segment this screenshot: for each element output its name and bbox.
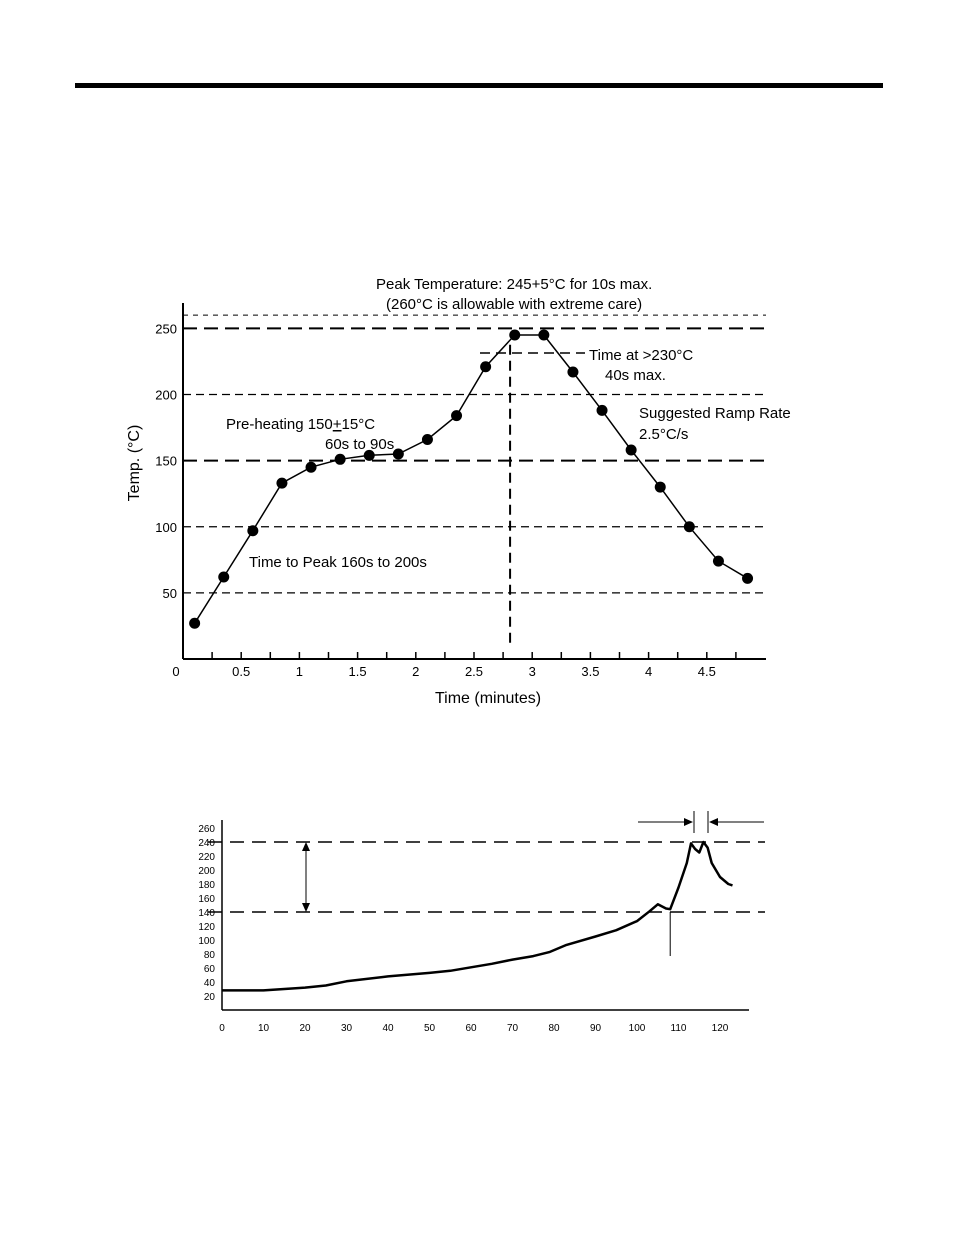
x-tick-110: 110 <box>671 1023 687 1034</box>
chart-axes-2 <box>221 820 749 1011</box>
data-point <box>480 361 492 373</box>
x-tick-0.5: 0.5 <box>232 664 250 679</box>
y-tick-140: 140 <box>198 908 215 919</box>
x-tick-30: 30 <box>341 1023 353 1034</box>
data-point <box>189 617 201 629</box>
data-point <box>218 571 230 583</box>
reflow-profile-chart: 50 100 150 200 250 0 0.5 1 1.5 2 2.5 3 3.5 4 4.5 Time … <box>126 276 791 707</box>
data-point <box>334 453 346 465</box>
x-tick-50: 50 <box>424 1023 436 1034</box>
y-tick-180: 180 <box>198 880 215 891</box>
x-tick-80: 80 <box>548 1023 560 1034</box>
reference-lines <box>183 314 766 646</box>
data-point <box>538 329 550 341</box>
data-point <box>683 521 695 533</box>
arrow-annotations-2 <box>302 811 764 956</box>
tal-annotation-line2: 40s max. <box>605 367 666 384</box>
x-tick-1: 1 <box>296 664 303 679</box>
data-point <box>451 410 463 422</box>
x-tick-2.5: 2.5 <box>465 664 483 679</box>
y-tick-240: 240 <box>198 838 215 849</box>
series-group <box>189 329 754 629</box>
x-tick-3.5: 3.5 <box>581 664 599 679</box>
preheat-annotation-line2: 60s to 90s <box>325 436 394 453</box>
data-point <box>654 481 666 493</box>
data-point <box>509 329 521 341</box>
reference-lines-2 <box>208 841 765 913</box>
y-tick-120: 120 <box>198 922 215 933</box>
y-tick-220: 220 <box>198 852 215 863</box>
y-tick-250: 250 <box>155 321 177 336</box>
y-tick-150: 150 <box>155 454 177 469</box>
x-axis-label: Time (minutes) <box>435 690 541 707</box>
ttp-annotation: Time to Peak 160s to 200s <box>249 554 427 571</box>
x-tick-4.5: 4.5 <box>698 664 716 679</box>
y-tick-80: 80 <box>204 950 216 961</box>
range-arrow-head-top <box>302 842 310 851</box>
y-tick-20: 20 <box>204 992 216 1003</box>
x-tick-60: 60 <box>465 1023 477 1034</box>
y-tick-260: 260 <box>198 824 215 835</box>
data-point <box>742 572 754 584</box>
series-group-2 <box>222 840 733 992</box>
x-tick-4: 4 <box>645 664 652 679</box>
data-point <box>392 448 404 460</box>
range-arrow-head-bottom <box>302 903 310 912</box>
x-tick-3: 3 <box>529 664 536 679</box>
y-tick-200: 200 <box>155 388 177 403</box>
x-tick-90: 90 <box>590 1023 602 1034</box>
window-arrow-right-head <box>709 818 718 826</box>
y-tick-60: 60 <box>204 964 216 975</box>
window-arrow-left-head <box>684 818 693 826</box>
data-point <box>596 404 608 416</box>
data-point <box>567 366 579 378</box>
x-tick-100: 100 <box>629 1023 646 1034</box>
x-tick-0: 0 <box>172 664 179 679</box>
preheat-prefix: Pre-heating 150 <box>226 416 333 433</box>
data-point <box>276 477 288 489</box>
x-tick-120: 120 <box>712 1023 729 1034</box>
y-tick-200: 200 <box>198 866 215 877</box>
data-point <box>363 449 375 461</box>
x-tick-10: 10 <box>258 1023 270 1034</box>
x-tick-2: 2 <box>412 664 419 679</box>
x-tick-0: 0 <box>219 1023 225 1034</box>
tal-annotation-line1: Time at >230°C <box>589 347 693 364</box>
x-tick-20: 20 <box>299 1023 311 1034</box>
data-point <box>305 461 317 473</box>
y-tick-100: 100 <box>198 936 215 947</box>
preheat-plusminus: + <box>333 416 342 433</box>
data-point <box>625 444 637 456</box>
peak-annotation-line1: Peak Temperature: 245+5°C for 10s max. <box>376 276 652 293</box>
y-axis-label: Temp. (°C) <box>126 425 143 502</box>
preheat-annotation-line1: Pre-heating 150+15°C <box>226 416 375 433</box>
chart-axes <box>182 303 766 660</box>
x-tick-40: 40 <box>382 1023 394 1034</box>
y-tick-160: 160 <box>198 894 215 905</box>
peak-annotation-line2: (260°C is allowable with extreme care) <box>386 296 642 313</box>
top-rule <box>75 83 883 88</box>
data-point <box>247 525 259 537</box>
data-point <box>421 433 433 445</box>
tick-labels: 50 100 150 200 250 0 0.5 1 1.5 2 2.5 3 3.5 4 4.5 <box>155 321 716 679</box>
y-tick-40: 40 <box>204 978 216 989</box>
preheat-suffix: 15°C <box>342 416 376 433</box>
oven-profile-line <box>222 840 733 992</box>
tick-labels-2: 20 40 60 80 100 120 140 160 180 200 220 240 260 0 10 20… <box>198 824 728 1034</box>
x-tick-70: 70 <box>507 1023 519 1034</box>
y-tick-100: 100 <box>155 520 177 535</box>
x-tick-1.5: 1.5 <box>349 664 367 679</box>
data-point <box>712 555 724 567</box>
ramp-annotation-line1: Suggested Ramp Rate <box>639 405 791 422</box>
y-tick-50: 50 <box>163 586 177 601</box>
ramp-annotation-line2: 2.5°C/s <box>639 426 688 443</box>
